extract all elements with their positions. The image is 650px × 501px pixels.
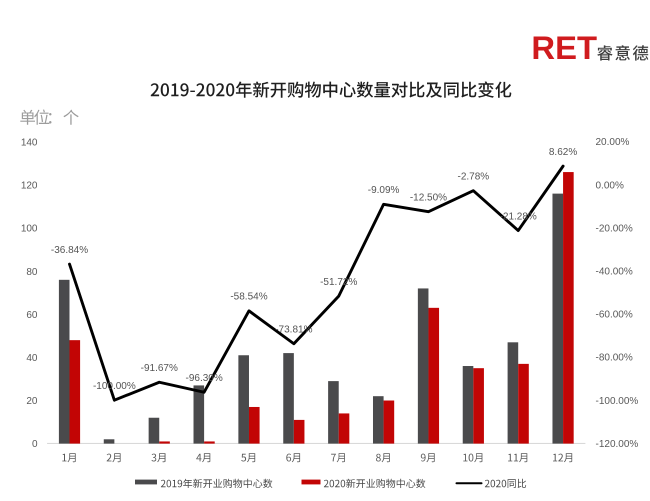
svg-text:0: 0: [32, 439, 38, 450]
svg-text:-73.81%: -73.81%: [275, 325, 312, 336]
svg-text:20.00%: 20.00%: [596, 137, 630, 148]
svg-text:-21.28%: -21.28%: [500, 211, 537, 222]
svg-text:-51.72%: -51.72%: [320, 277, 357, 288]
svg-text:-60.00%: -60.00%: [596, 310, 633, 321]
svg-text:-20.00%: -20.00%: [596, 223, 633, 234]
svg-text:-80.00%: -80.00%: [596, 353, 633, 364]
svg-text:-9.09%: -9.09%: [368, 185, 400, 196]
svg-text:60: 60: [26, 310, 38, 321]
svg-text:20: 20: [26, 396, 38, 407]
svg-text:-40.00%: -40.00%: [596, 267, 633, 278]
svg-text:-36.84%: -36.84%: [51, 245, 88, 256]
svg-text:0.00%: 0.00%: [596, 180, 624, 191]
svg-text:-100.00%: -100.00%: [596, 396, 639, 407]
svg-text:140: 140: [21, 138, 38, 149]
svg-text:-2.78%: -2.78%: [457, 171, 489, 182]
svg-text:-12.50%: -12.50%: [410, 192, 447, 203]
svg-text:-96.30%: -96.30%: [185, 373, 222, 384]
svg-text:8.62%: 8.62%: [549, 147, 577, 158]
svg-text:-91.67%: -91.67%: [141, 363, 178, 374]
svg-text:120: 120: [21, 181, 38, 192]
svg-text:-100.00%: -100.00%: [93, 381, 136, 392]
svg-text:-120.00%: -120.00%: [596, 439, 639, 450]
svg-text:RET: RET: [531, 29, 597, 66]
svg-text:40: 40: [26, 353, 38, 364]
svg-text:100: 100: [21, 224, 38, 235]
svg-text:80: 80: [26, 267, 38, 278]
svg-text:-58.54%: -58.54%: [230, 292, 267, 303]
